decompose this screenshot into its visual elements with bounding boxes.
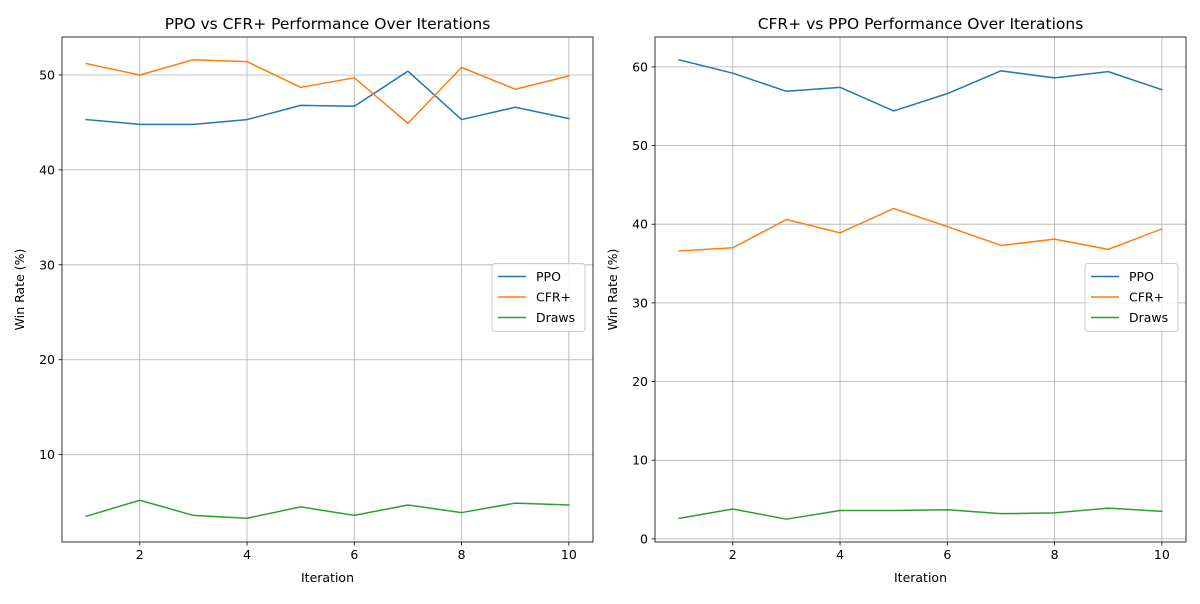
legend-label: Draws bbox=[536, 310, 575, 325]
x-tick-label: 4 bbox=[243, 547, 251, 562]
legend-label: PPO bbox=[1129, 269, 1154, 284]
x-tick-label: 8 bbox=[1051, 547, 1059, 562]
legend-label: CFR+ bbox=[1129, 290, 1164, 305]
y-tick-label: 50 bbox=[39, 67, 55, 82]
legend-label: Draws bbox=[1129, 310, 1168, 325]
legend-label: CFR+ bbox=[536, 290, 571, 305]
chart-title: PPO vs CFR+ Performance Over Iterations bbox=[165, 15, 491, 33]
y-tick-label: 10 bbox=[39, 447, 55, 462]
y-axis-label: Win Rate (%) bbox=[12, 249, 27, 331]
series-line-cfr bbox=[678, 207, 1163, 252]
series-line-ppo bbox=[678, 58, 1163, 112]
x-tick-label: 8 bbox=[458, 547, 466, 562]
y-tick-label: 60 bbox=[632, 59, 648, 74]
chart-title: CFR+ vs PPO Performance Over Iterations bbox=[758, 15, 1084, 33]
y-tick-label: 0 bbox=[640, 531, 648, 546]
legend-label: PPO bbox=[536, 269, 561, 284]
series-line-cfr bbox=[85, 59, 570, 125]
y-tick-label: 10 bbox=[632, 453, 648, 468]
y-tick-label: 20 bbox=[39, 352, 55, 367]
x-axis-label: Iteration bbox=[894, 570, 947, 585]
x-tick-label: 2 bbox=[136, 547, 144, 562]
y-tick-label: 20 bbox=[632, 374, 648, 389]
x-tick-label: 10 bbox=[1154, 547, 1170, 562]
y-tick-label: 50 bbox=[632, 138, 648, 153]
x-axis-label: Iteration bbox=[301, 570, 354, 585]
x-tick-label: 2 bbox=[729, 547, 737, 562]
legend: PPO CFR+ Draws bbox=[491, 263, 586, 332]
series-line-draws bbox=[85, 499, 570, 520]
x-tick-label: 4 bbox=[836, 547, 844, 562]
y-tick-label: 40 bbox=[632, 217, 648, 232]
y-tick-label: 30 bbox=[39, 257, 55, 272]
plot-frame bbox=[61, 36, 594, 543]
series-line-draws bbox=[678, 507, 1163, 520]
chart-panel-1: 2 4 6 8 10 10 20 30 40 50 PPO vs CFR+ Performance … bbox=[12, 15, 594, 585]
plot-frame bbox=[654, 36, 1187, 543]
legend-box bbox=[1084, 263, 1179, 332]
x-tick-label: 10 bbox=[561, 547, 577, 562]
chart-panel-2: 2 4 6 8 10 0 10 20 30 40 50 60 CFR+ vs PPO Performan… bbox=[605, 15, 1187, 585]
legend-box bbox=[491, 263, 586, 332]
series-line-ppo bbox=[85, 70, 570, 126]
x-tick-label: 6 bbox=[943, 547, 951, 562]
y-tick-label: 30 bbox=[632, 295, 648, 310]
legend: PPO CFR+ Draws bbox=[1084, 263, 1179, 332]
x-tick-label: 6 bbox=[350, 547, 358, 562]
y-tick-label: 40 bbox=[39, 162, 55, 177]
y-axis-label: Win Rate (%) bbox=[605, 249, 620, 331]
